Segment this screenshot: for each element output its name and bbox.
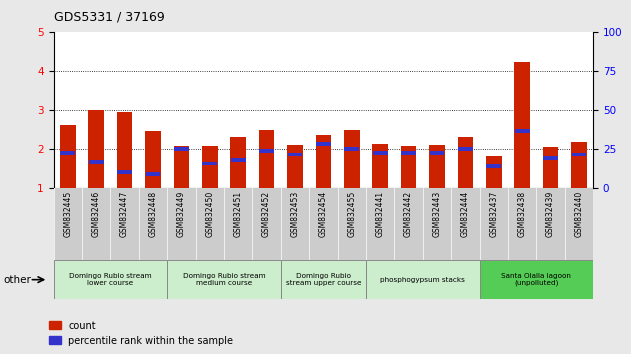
Text: GSM832447: GSM832447 — [120, 191, 129, 238]
Bar — [487, 164, 501, 168]
Bar — [117, 170, 132, 174]
Bar — [281, 260, 366, 299]
Legend: count, percentile rank within the sample: count, percentile rank within the sample — [49, 321, 233, 346]
Bar — [202, 146, 218, 188]
Text: GSM832452: GSM832452 — [262, 191, 271, 238]
Bar — [231, 158, 245, 161]
Text: GSM832446: GSM832446 — [91, 191, 101, 238]
Bar — [543, 147, 558, 188]
Bar — [373, 152, 387, 155]
Text: GSM832445: GSM832445 — [63, 191, 73, 238]
Bar — [458, 147, 473, 151]
Bar — [54, 260, 167, 299]
Bar — [429, 145, 445, 188]
Text: GSM832450: GSM832450 — [205, 191, 215, 238]
Text: GSM832455: GSM832455 — [347, 191, 357, 238]
Bar — [543, 156, 558, 160]
Text: GSM832439: GSM832439 — [546, 191, 555, 238]
Bar — [61, 151, 75, 154]
Text: GSM832449: GSM832449 — [177, 191, 186, 238]
Text: GSM832438: GSM832438 — [517, 191, 527, 238]
Text: GSM832448: GSM832448 — [148, 191, 158, 238]
Bar — [457, 137, 473, 188]
Bar — [572, 153, 586, 156]
Bar — [486, 156, 502, 188]
Text: phosphogypsum stacks: phosphogypsum stacks — [380, 277, 465, 282]
Text: GSM832453: GSM832453 — [290, 191, 300, 238]
Text: GSM832437: GSM832437 — [489, 191, 498, 238]
Bar — [316, 142, 331, 146]
Bar — [515, 129, 529, 133]
Bar — [230, 137, 246, 188]
Bar — [316, 135, 331, 188]
Bar — [167, 260, 281, 299]
Bar — [259, 130, 274, 188]
Bar — [259, 149, 274, 153]
Bar — [287, 145, 303, 188]
Bar — [344, 130, 360, 188]
Bar — [345, 147, 359, 151]
Text: GSM832440: GSM832440 — [574, 191, 584, 238]
Text: Domingo Rubio stream
medium course: Domingo Rubio stream medium course — [183, 273, 265, 286]
Bar — [88, 110, 104, 188]
Bar — [89, 160, 103, 164]
Bar — [430, 151, 444, 154]
Bar — [203, 161, 217, 165]
Text: GSM832451: GSM832451 — [233, 191, 243, 238]
Bar — [145, 131, 161, 188]
Bar — [401, 151, 416, 154]
Bar — [288, 153, 302, 156]
Text: Domingo Rubio
stream upper course: Domingo Rubio stream upper course — [286, 273, 361, 286]
Text: GDS5331 / 37169: GDS5331 / 37169 — [54, 11, 165, 24]
Bar — [366, 260, 480, 299]
Text: GSM832454: GSM832454 — [319, 191, 328, 238]
Bar — [174, 146, 189, 188]
Bar — [480, 260, 593, 299]
Bar — [372, 144, 388, 188]
Text: GSM832444: GSM832444 — [461, 191, 470, 238]
Text: GSM832443: GSM832443 — [432, 191, 442, 238]
Text: Domingo Rubio stream
lower course: Domingo Rubio stream lower course — [69, 273, 151, 286]
Bar — [174, 147, 189, 151]
Text: GSM832442: GSM832442 — [404, 191, 413, 238]
Bar — [146, 172, 160, 176]
Text: other: other — [3, 275, 31, 285]
Text: Santa Olalla lagoon
(unpolluted): Santa Olalla lagoon (unpolluted) — [502, 273, 571, 286]
Bar — [514, 62, 530, 188]
Bar — [117, 113, 133, 188]
Bar — [60, 125, 76, 188]
Bar — [571, 142, 587, 188]
Text: GSM832441: GSM832441 — [375, 191, 385, 238]
Bar — [401, 146, 416, 188]
